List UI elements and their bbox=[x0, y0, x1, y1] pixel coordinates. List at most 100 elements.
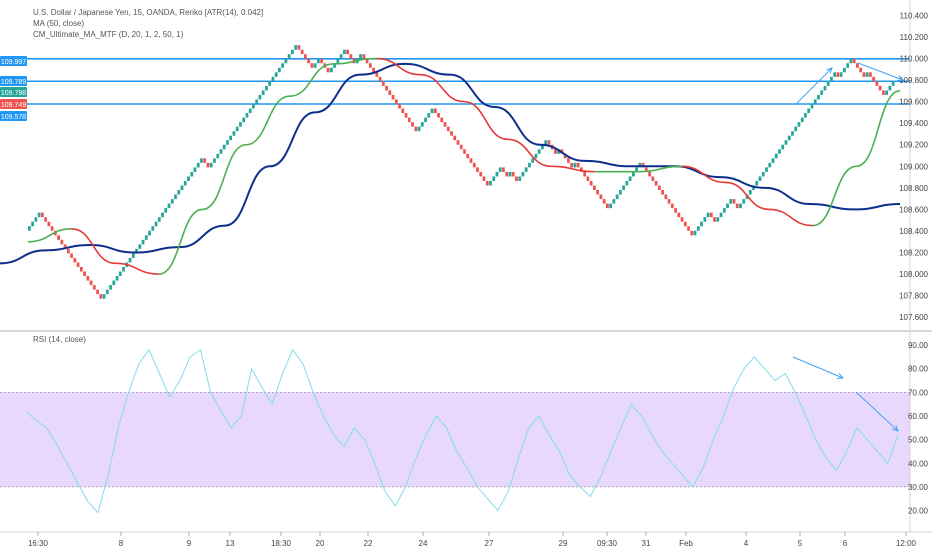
renko-brick-up bbox=[151, 226, 155, 231]
cm-ma-segment bbox=[71, 228, 116, 265]
renko-brick-up bbox=[313, 63, 317, 68]
renko-brick-up bbox=[573, 162, 577, 168]
renko-brick-up bbox=[609, 203, 613, 209]
renko-brick-up bbox=[342, 49, 346, 55]
renko-brick-up bbox=[528, 162, 531, 168]
renko-brick-up bbox=[193, 167, 197, 172]
renko-brick-down bbox=[86, 276, 90, 281]
renko-brick-down bbox=[687, 226, 690, 231]
renko-brick-down bbox=[554, 149, 557, 154]
chart-legend: U.S. Dollar / Japanese Yen, 15, OANDA, R… bbox=[33, 7, 263, 40]
rsi-tick-label: 30.00 bbox=[908, 483, 929, 492]
renko-brick-up bbox=[281, 63, 285, 68]
renko-brick-up bbox=[187, 176, 190, 181]
time-tick-label: 12:00 bbox=[896, 539, 917, 548]
renko-brick-down bbox=[440, 117, 444, 123]
ma-indicator-label[interactable]: MA (50, close) bbox=[33, 19, 85, 28]
renko-brick-up bbox=[784, 140, 788, 145]
renko-brick-up bbox=[196, 162, 200, 168]
time-tick-label: 18:30 bbox=[271, 539, 292, 548]
renko-brick-down bbox=[856, 63, 859, 68]
renko-brick-down bbox=[385, 85, 388, 91]
renko-brick-up bbox=[274, 72, 278, 77]
renko-brick-down bbox=[76, 262, 80, 267]
renko-brick-down bbox=[593, 185, 596, 191]
renko-brick-up bbox=[180, 185, 184, 191]
renko-brick-up bbox=[612, 199, 616, 204]
rsi-tick-label: 20.00 bbox=[908, 507, 929, 516]
rsi-pane[interactable] bbox=[0, 348, 910, 514]
time-tick-label: 6 bbox=[843, 539, 848, 548]
renko-brick-down bbox=[44, 217, 47, 222]
renko-brick-up bbox=[781, 144, 785, 150]
renko-brick-up bbox=[424, 117, 427, 123]
ma50-line bbox=[0, 62, 901, 265]
renko-brick-down bbox=[511, 171, 515, 177]
renko-brick-down bbox=[515, 176, 518, 181]
renko-brick-down bbox=[836, 72, 840, 77]
renko-brick-down bbox=[859, 67, 863, 73]
renko-brick-down bbox=[83, 271, 86, 277]
renko-brick-up bbox=[489, 180, 492, 186]
renko-brick-down bbox=[641, 162, 645, 168]
renko-brick-down bbox=[300, 49, 304, 55]
renko-brick-down bbox=[547, 140, 551, 145]
drawing-annotations[interactable] bbox=[792, 62, 905, 432]
renko-brick-up bbox=[813, 99, 817, 104]
rsi-divergence-arrow-2[interactable] bbox=[855, 391, 899, 432]
renko-brick-up bbox=[336, 58, 340, 64]
renko-brick-up bbox=[492, 176, 496, 181]
renko-brick-up bbox=[252, 103, 255, 109]
renko-brick-up bbox=[800, 117, 804, 123]
renko-brick-down bbox=[651, 176, 655, 181]
renko-brick-up bbox=[625, 180, 629, 186]
time-tick-label: 09:30 bbox=[597, 539, 618, 548]
renko-brick-down bbox=[365, 58, 369, 64]
renko-brick-up bbox=[427, 113, 431, 118]
renko-brick-down bbox=[437, 113, 440, 118]
renko-brick-up bbox=[804, 113, 807, 118]
renko-brick-up bbox=[154, 221, 158, 227]
trend-arrow-down[interactable] bbox=[857, 62, 904, 81]
price-badge-label: 109.789 bbox=[1, 79, 26, 86]
renko-brick-up bbox=[135, 248, 138, 254]
renko-brick-down bbox=[326, 67, 330, 73]
rsi-band bbox=[0, 392, 910, 487]
cm-indicator-label[interactable]: CM_Ultimate_MA_MTF (D, 20, 1, 2, 50, 1) bbox=[33, 30, 184, 39]
renko-brick-down bbox=[414, 126, 418, 132]
renko-brick-up bbox=[891, 81, 895, 86]
renko-brick-up bbox=[846, 63, 850, 68]
renko-brick-up bbox=[226, 140, 229, 145]
renko-brick-up bbox=[102, 294, 106, 299]
renko-brick-down bbox=[875, 81, 879, 86]
symbol-title[interactable]: U.S. Dollar / Japanese Yen, 15, OANDA, R… bbox=[33, 8, 264, 17]
renko-brick-down bbox=[709, 212, 713, 218]
renko-brick-up bbox=[797, 122, 801, 127]
renko-brick-up bbox=[144, 235, 148, 240]
rsi-divergence-arrow-1[interactable] bbox=[792, 356, 844, 379]
price-tick-label: 109.800 bbox=[899, 76, 928, 85]
renko-brick-down bbox=[453, 135, 457, 141]
price-pane[interactable] bbox=[0, 0, 910, 330]
renko-brick-down bbox=[407, 117, 411, 123]
rsi-indicator-label[interactable]: RSI (14, close) bbox=[33, 335, 86, 344]
renko-brick-up bbox=[242, 117, 246, 123]
renko-brick-up bbox=[222, 144, 226, 150]
renko-brick-down bbox=[450, 131, 453, 136]
renko-brick-down bbox=[586, 176, 590, 181]
renko-brick-down bbox=[862, 72, 866, 77]
renko-brick-up bbox=[719, 212, 723, 218]
renko-brick-down bbox=[310, 63, 314, 68]
renko-brick-up bbox=[826, 81, 830, 86]
renko-brick-up bbox=[615, 194, 619, 200]
renko-brick-down bbox=[485, 180, 489, 186]
trend-arrow-up[interactable] bbox=[796, 67, 833, 104]
renko-brick-down bbox=[661, 190, 664, 195]
price-tick-label: 108.200 bbox=[899, 249, 928, 258]
renko-brick-down bbox=[433, 108, 437, 114]
renko-brick-up bbox=[722, 208, 726, 213]
renko-brick-down bbox=[852, 58, 856, 64]
rsi-tick-label: 80.00 bbox=[908, 365, 929, 374]
